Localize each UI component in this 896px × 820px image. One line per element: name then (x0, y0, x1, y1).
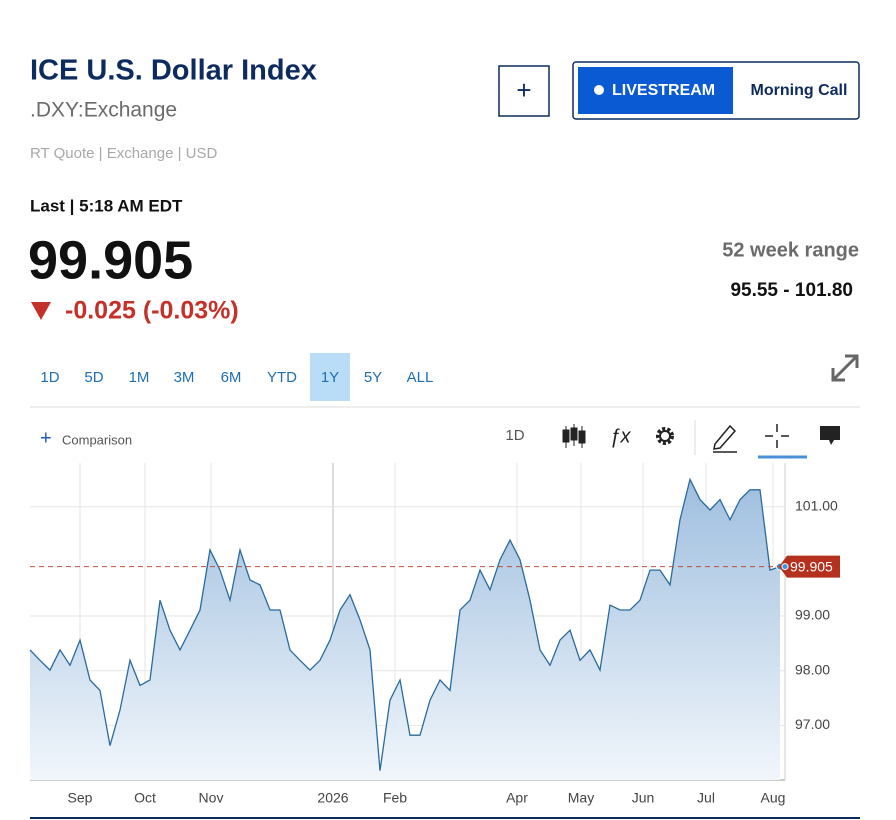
change: -0.025 (-0.03%) (65, 297, 239, 325)
range-label: 52 week range (722, 239, 859, 261)
comment-icon[interactable] (820, 426, 840, 445)
y-tick-label: 97.00 (795, 716, 830, 732)
x-tick-label: Nov (199, 790, 224, 806)
current-price-dot (781, 563, 789, 571)
x-tick-label: Aug (761, 790, 786, 806)
comparison[interactable]: Comparison (62, 432, 132, 447)
expand-button[interactable] (831, 354, 859, 382)
livestream-button[interactable]: LIVESTREAM (578, 67, 733, 114)
current-price-label: 99.905 (790, 558, 833, 574)
x-tick-label: Jun (632, 790, 655, 806)
range-button[interactable]: YTD (267, 369, 297, 386)
add-button[interactable]: + (498, 65, 550, 117)
symbol: .DXY:Exchange (30, 99, 177, 122)
x-tick-label: Sep (68, 790, 93, 806)
range-button[interactable]: 5Y (364, 369, 382, 386)
crosshair-icon[interactable] (765, 424, 789, 448)
range-value: 95.55 - 101.80 (730, 280, 853, 301)
range-button[interactable]: ALL (407, 369, 434, 386)
add-button-label[interactable]: + (516, 75, 531, 105)
fx-icon[interactable]: ƒx (609, 425, 631, 447)
title: ICE U.S. Dollar Index (30, 55, 317, 87)
x-tick-label: May (568, 790, 594, 806)
range-button[interactable]: 3M (174, 369, 195, 386)
gear-icon[interactable] (656, 427, 674, 445)
candle-icon[interactable] (562, 424, 586, 448)
live-dot (594, 85, 604, 95)
x-tick-label: Jul (697, 790, 715, 806)
down-arrow (31, 302, 51, 320)
chart: Sep Oct Nov 2026 Feb Apr May Jun Jul Aug 97.00 98.0… (29, 463, 840, 806)
range-button[interactable]: 6M (221, 369, 242, 386)
y-tick-label: 99.00 (795, 607, 830, 623)
comparison-plus[interactable]: + (40, 427, 52, 449)
area-fill (30, 479, 780, 780)
range-button[interactable]: 5D (84, 369, 103, 386)
pencil-icon[interactable] (713, 424, 737, 453)
y-tick-label: 101.00 (795, 497, 838, 513)
add-button-box[interactable] (498, 65, 550, 117)
y-tick-label: 98.00 (795, 661, 830, 677)
range-button[interactable]: 1Y (321, 369, 339, 386)
x-tick-label: Feb (383, 790, 407, 806)
last-label: Last | 5:18 AM EDT (30, 196, 183, 215)
price-line (29, 477, 781, 771)
range-selected-bg[interactable] (310, 353, 350, 401)
expand-icon[interactable] (831, 354, 859, 382)
price: 99.905 (28, 230, 193, 290)
x-tick-label: Oct (134, 790, 156, 806)
interval[interactable]: 1D (505, 427, 524, 444)
range-selector: 1D 5D 1M 3M 6M YTD 1Y 5Y ALL (40, 353, 433, 401)
x-tick-label: 2026 (317, 790, 348, 806)
range-button[interactable]: 1M (129, 369, 150, 386)
morning-call[interactable]: Morning Call (751, 82, 848, 99)
range-button[interactable]: 1D (40, 369, 59, 386)
x-tick-label: Apr (506, 790, 528, 806)
current-price-tag (779, 555, 840, 578)
livestream-label[interactable]: LIVESTREAM (612, 82, 715, 99)
quote-info: RT Quote | Exchange | USD (30, 145, 217, 162)
